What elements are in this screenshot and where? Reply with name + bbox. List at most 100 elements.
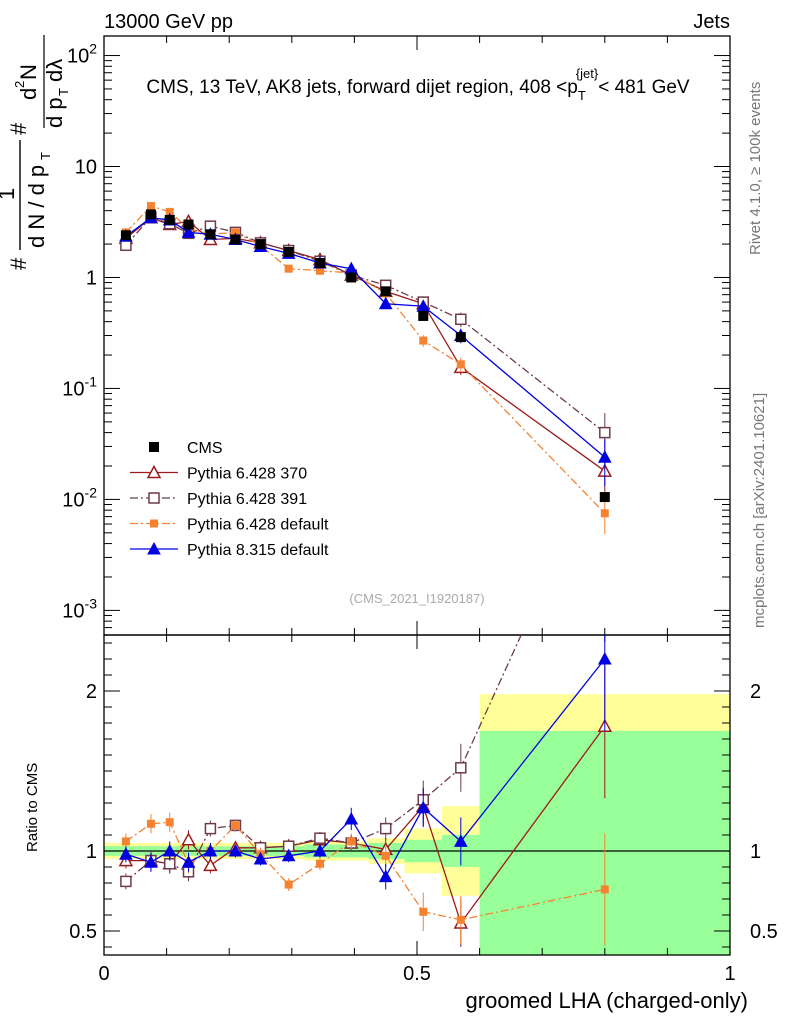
ratio-point xyxy=(419,907,428,916)
ratio-point xyxy=(344,811,359,825)
ratio-point xyxy=(146,819,155,828)
rivet-label: Rivet 4.1.0, ≥ 100k events xyxy=(747,82,764,255)
series-point xyxy=(600,509,609,518)
legend-entry: Pythia 8.315 default xyxy=(130,541,329,559)
svg-text:2: 2 xyxy=(12,81,27,88)
series-point xyxy=(181,225,196,238)
ratio-point xyxy=(181,855,196,868)
ratio-point xyxy=(119,847,133,860)
series-point xyxy=(146,202,155,211)
ratio-line xyxy=(125,821,605,921)
series-1 xyxy=(120,211,611,467)
svg-text:N: N xyxy=(16,64,41,80)
data-point xyxy=(380,286,391,297)
legend-marker xyxy=(149,442,159,452)
ratio-point xyxy=(456,915,465,924)
x-tick-label: 0.5 xyxy=(403,963,431,985)
y-tick-label: 1 xyxy=(86,267,97,289)
analysis-id: (CMS_2021_I1920187) xyxy=(349,591,484,606)
chart-title: CMS, 13 TeV, AK8 jets, forward dijet reg… xyxy=(146,66,690,103)
svg-text:d N / d p: d N / d p xyxy=(24,165,49,248)
y-axis-label-ratio: Ratio to CMS xyxy=(24,763,41,852)
legend-label: Pythia 6.428 370 xyxy=(187,466,307,483)
svg-text:T: T xyxy=(56,88,71,96)
data-point xyxy=(283,246,294,257)
legend: CMS Pythia 6.428 370 Pythia 6.428 391 Pythi… xyxy=(130,440,329,559)
ratio-y-tick-label: 0.5 xyxy=(69,921,97,943)
legend-label: Pythia 8.315 default xyxy=(187,542,329,559)
ratio-point xyxy=(455,762,467,774)
series-2 xyxy=(121,202,609,535)
header-left: 13000 GeV pp xyxy=(104,11,233,33)
legend-marker xyxy=(150,519,158,528)
y-axis-label-main: # 1 d N / d p T # d 2 N d p T dλ xyxy=(0,35,71,270)
ratio-point xyxy=(315,859,324,868)
svg-text:#: # xyxy=(6,257,31,270)
legend-marker xyxy=(146,464,162,479)
series-point xyxy=(419,336,428,345)
ratio-point xyxy=(416,800,431,814)
ratio-series-3 xyxy=(119,635,612,890)
data-point xyxy=(205,229,216,240)
series-point xyxy=(597,450,612,463)
x-tick-label: 1 xyxy=(724,963,735,985)
ratio-point xyxy=(203,857,218,872)
ratio-y-tick-label-right: 2 xyxy=(750,681,761,703)
data-point xyxy=(599,492,610,503)
x-axis-label: groomed LHA (charged-only) xyxy=(466,988,748,1013)
mcplots-label: mcplots.cern.ch [arXiv:2401.10621] xyxy=(751,393,768,628)
legend-entry: Pythia 6.428 391 xyxy=(130,491,307,508)
data-point xyxy=(455,332,466,343)
series-point xyxy=(456,360,465,369)
series-point xyxy=(599,426,611,439)
ratio-point xyxy=(203,843,218,857)
ratio-y-tick-label-right: 1 xyxy=(750,841,761,863)
ratio-point xyxy=(204,822,217,835)
legend-marker xyxy=(148,492,160,504)
ratio-y-tick-label: 2 xyxy=(86,681,97,703)
y-tick-label: 10-3 xyxy=(62,595,97,622)
ratio-point xyxy=(228,843,243,857)
legend-entry: CMS xyxy=(149,440,223,457)
ratio-point xyxy=(381,851,390,860)
data-series xyxy=(120,209,610,503)
ratio-point xyxy=(181,832,196,846)
data-point xyxy=(230,234,241,245)
series-point xyxy=(165,207,174,216)
data-point xyxy=(120,230,131,241)
ratio-y-tick-label-right: 0.5 xyxy=(750,921,778,943)
series-point xyxy=(455,313,467,326)
header-right: Jets xyxy=(693,11,730,33)
legend-entry: Pythia 6.428 default xyxy=(130,517,329,534)
legend-label: Pythia 6.428 default xyxy=(187,517,329,534)
ratio-point xyxy=(121,837,130,846)
ratio-point xyxy=(314,832,326,844)
ratio-point xyxy=(284,880,293,889)
ratio-point xyxy=(378,869,393,883)
data-point xyxy=(418,310,429,321)
legend-entry: Pythia 6.428 370 xyxy=(130,464,307,483)
ratio-point xyxy=(453,834,468,847)
data-point xyxy=(145,209,156,220)
ratio-y-tick-label: 1 xyxy=(86,841,97,863)
series-point xyxy=(284,264,293,273)
main-series xyxy=(118,202,613,535)
ratio-point xyxy=(162,843,177,857)
data-point xyxy=(164,214,175,225)
ratio-point xyxy=(347,837,356,846)
legend-label: Pythia 6.428 391 xyxy=(187,491,307,508)
ratio-point xyxy=(313,843,327,857)
series-line xyxy=(125,216,606,434)
ratio-point xyxy=(600,885,609,894)
series-line xyxy=(125,217,606,472)
y-tick-label: 102 xyxy=(67,41,97,68)
data-point xyxy=(183,219,194,230)
series-point xyxy=(315,266,324,275)
ratio-point xyxy=(597,651,612,665)
data-point xyxy=(346,272,357,283)
ratio-point xyxy=(144,855,158,868)
series-point xyxy=(378,296,393,310)
svg-text:d p: d p xyxy=(42,97,67,128)
svg-text:dλ: dλ xyxy=(42,59,67,82)
